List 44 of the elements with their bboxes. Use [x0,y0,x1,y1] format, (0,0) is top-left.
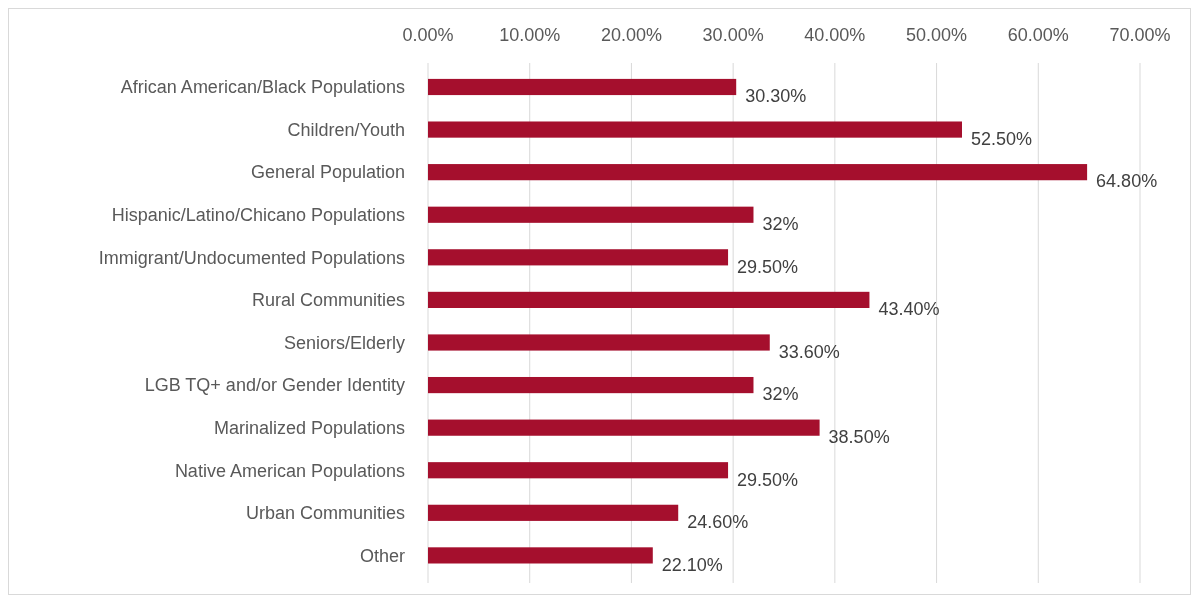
y-tick-label: LGB TQ+ and/or Gender Identity [144,375,405,396]
y-tick-label: Hispanic/Latino/Chicano Populations [111,205,405,226]
y-tick-label: General Population [250,162,405,183]
bar [428,376,754,394]
y-tick-label: Immigrant/Undocumented Populations [98,247,405,268]
bar [428,462,729,479]
data-label: 29.50% [737,469,799,490]
bar [428,291,870,308]
data-label: 30.30% [745,86,807,107]
y-tick-label: Rural Communities [251,290,405,311]
data-label: 52.50% [971,128,1033,149]
bar [428,121,962,138]
bar [428,334,770,351]
data-label: 64.80% [1096,171,1158,192]
x-tick-label: 20.00% [600,25,662,45]
bar [428,547,653,564]
x-tick-label: 40.00% [804,25,866,45]
data-label: 22.10% [661,554,723,575]
data-label: 32% [762,214,799,235]
x-tick-label: 70.00% [1109,25,1171,45]
data-label: 32% [762,384,799,405]
y-tick-label: Urban Communities [245,503,405,524]
x-tick-label: 50.00% [906,25,968,45]
y-tick-label: Seniors/Elderly [283,332,405,353]
bar [428,78,737,96]
x-tick-label: 60.00% [1007,25,1069,45]
data-label: 29.50% [737,256,799,277]
data-label: 24.60% [687,512,749,533]
x-tick-label: 30.00% [702,25,764,45]
y-tick-label: African American/Black Populations [120,77,405,98]
data-label: 43.40% [878,299,940,320]
bar [428,206,754,223]
bar [428,164,1088,181]
x-tick-label: 10.00% [499,25,561,45]
y-tick-label: Children/Youth [287,119,405,140]
y-tick-label: Other [359,545,405,566]
y-tick-label: Native American Populations [174,460,405,481]
bar [428,419,820,436]
x-tick-label: 0.00% [402,25,454,45]
bar [428,504,679,521]
data-label: 33.60% [778,341,840,362]
y-tick-label: Marinalized Populations [213,417,405,438]
data-label: 38.50% [828,426,890,447]
bar [428,249,729,266]
